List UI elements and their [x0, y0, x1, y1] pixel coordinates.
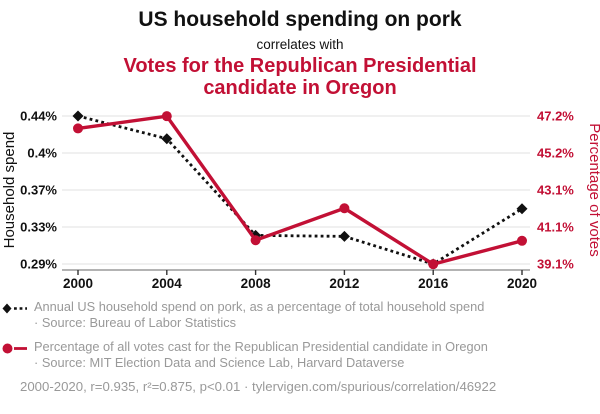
- x-axis-tick-label: 2020: [507, 276, 537, 291]
- pork-data-point: [72, 110, 84, 122]
- stats-and-citation: 2000-2020, r=0.935, r²=0.875, p<0.01 · t…: [20, 378, 497, 394]
- votes-series-legend-marker-icon: [2, 343, 27, 354]
- left-axis-tick-label: 0.37%: [20, 182, 57, 197]
- legend-source-votes: · Source: MIT Election Data and Science …: [34, 354, 405, 370]
- right-axis-tick-label: 41.1%: [537, 219, 574, 234]
- legend-text-votes: Percentage of all votes cast for the Rep…: [34, 339, 488, 371]
- left-axis-tick-label: 0.4%: [27, 145, 57, 160]
- x-axis-tick-label: 2008: [241, 276, 272, 291]
- line-chart: 0.44% 47.2% 0.4% 45.2% 0.37% 43.1% 0.33% 41.1% 0…: [1, 108, 600, 291]
- x-axis-tick-label: 2004: [152, 276, 183, 291]
- votes-data-point: [428, 258, 439, 269]
- x-axis-tick-label: 2012: [329, 276, 359, 291]
- x-axis-tick-label: 2000: [63, 276, 93, 291]
- left-axis-tick-label: 0.44%: [20, 108, 57, 123]
- legend: Annual US household spend on pork, as a …: [2, 299, 600, 371]
- legend-text-pork: Annual US household spend on pork, as a …: [34, 299, 484, 331]
- pork-data-point: [516, 203, 528, 215]
- right-axis-tick-label: 45.2%: [537, 145, 574, 160]
- votes-series-line: [77, 114, 523, 266]
- left-axis-tick-label: 0.29%: [20, 256, 57, 271]
- main-title: US household spending on pork: [138, 8, 462, 31]
- right-axis-tick-label: 43.1%: [537, 182, 574, 197]
- secondary-title: Votes for the Republican Presidential ca…: [123, 55, 477, 100]
- chart-header: US household spending on pork correlates…: [0, 8, 600, 100]
- right-axis-title: Percentage of votes: [586, 123, 600, 256]
- right-axis-tick-label: 39.1%: [537, 256, 574, 271]
- left-axis-title: Household spend: [1, 131, 18, 248]
- legend-item-pork: Annual US household spend on pork, as a …: [2, 299, 600, 331]
- legend-label-pork: Annual US household spend on pork, as a …: [34, 298, 485, 314]
- votes-data-point: [73, 123, 83, 134]
- correlates-with-label: correlates with: [256, 37, 344, 52]
- pork-data-point: [161, 132, 173, 144]
- votes-data-point: [161, 110, 172, 121]
- right-axis-tick-label: 47.2%: [537, 108, 574, 123]
- votes-data-point: [250, 235, 261, 246]
- legend-label-votes: Percentage of all votes cast for the Rep…: [34, 338, 488, 354]
- pork-data-point: [338, 230, 350, 242]
- legend-item-votes: Percentage of all votes cast for the Rep…: [2, 339, 600, 371]
- votes-data-point: [339, 203, 350, 214]
- legend-source-pork: · Source: Bureau of Labor Statistics: [34, 314, 237, 330]
- pork-series-line: [77, 114, 523, 266]
- votes-data-point: [517, 235, 527, 246]
- pork-series-legend-marker-icon: [2, 303, 27, 314]
- x-axis-tick-label: 2016: [418, 276, 449, 291]
- left-axis-tick-label: 0.33%: [20, 219, 57, 234]
